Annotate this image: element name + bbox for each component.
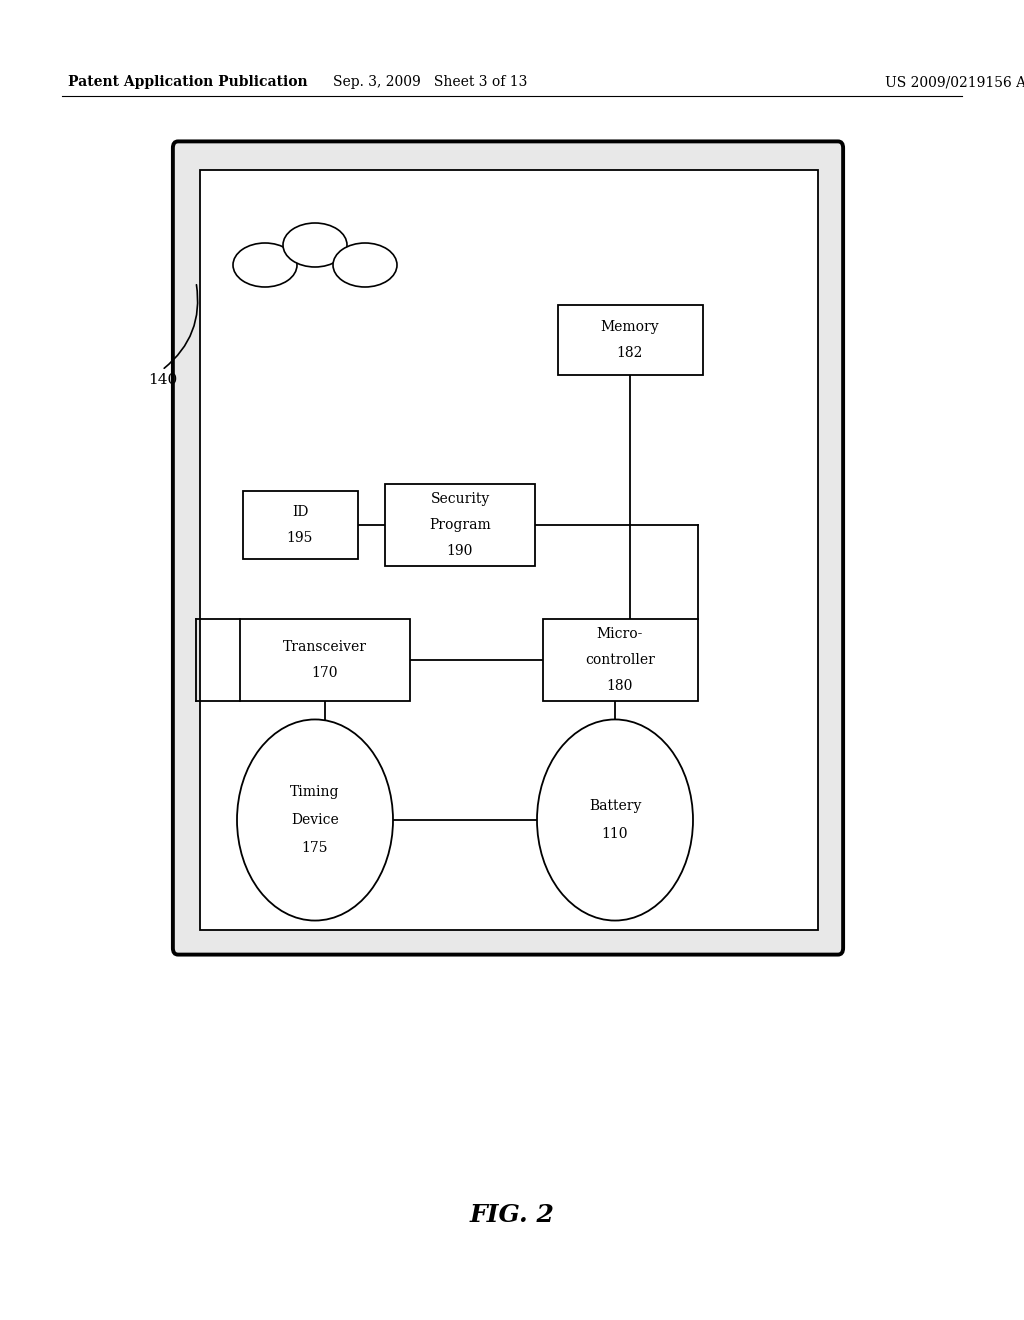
Text: Device: Device bbox=[291, 813, 339, 828]
Text: Program: Program bbox=[429, 517, 490, 532]
FancyBboxPatch shape bbox=[240, 619, 410, 701]
Circle shape bbox=[537, 719, 693, 920]
Text: 175: 175 bbox=[302, 841, 329, 855]
Ellipse shape bbox=[333, 243, 397, 286]
Text: 110: 110 bbox=[602, 826, 629, 841]
Circle shape bbox=[237, 719, 393, 920]
Text: FIG. 2: FIG. 2 bbox=[470, 1203, 554, 1228]
FancyBboxPatch shape bbox=[200, 170, 818, 931]
Text: ID: ID bbox=[292, 504, 308, 519]
FancyBboxPatch shape bbox=[543, 619, 697, 701]
Text: 190: 190 bbox=[446, 544, 473, 558]
Text: Patent Application Publication: Patent Application Publication bbox=[68, 75, 307, 88]
Ellipse shape bbox=[283, 223, 347, 267]
Text: Timing: Timing bbox=[290, 785, 340, 800]
Text: Micro-: Micro- bbox=[597, 627, 643, 640]
Text: 170: 170 bbox=[311, 667, 338, 680]
Text: Security: Security bbox=[430, 491, 489, 506]
Text: Battery: Battery bbox=[589, 799, 641, 813]
Text: 195: 195 bbox=[287, 531, 313, 545]
Text: 180: 180 bbox=[607, 680, 633, 693]
Ellipse shape bbox=[233, 243, 297, 286]
Text: controller: controller bbox=[585, 653, 655, 667]
Text: US 2009/0219156 A1: US 2009/0219156 A1 bbox=[885, 75, 1024, 88]
FancyBboxPatch shape bbox=[173, 141, 843, 954]
Text: 140: 140 bbox=[148, 374, 177, 387]
FancyBboxPatch shape bbox=[557, 305, 702, 375]
Text: Transceiver: Transceiver bbox=[283, 640, 367, 653]
Text: Sep. 3, 2009   Sheet 3 of 13: Sep. 3, 2009 Sheet 3 of 13 bbox=[333, 75, 527, 88]
FancyBboxPatch shape bbox=[385, 484, 535, 566]
FancyBboxPatch shape bbox=[243, 491, 357, 558]
Text: 182: 182 bbox=[616, 346, 643, 360]
Text: Memory: Memory bbox=[601, 319, 659, 334]
